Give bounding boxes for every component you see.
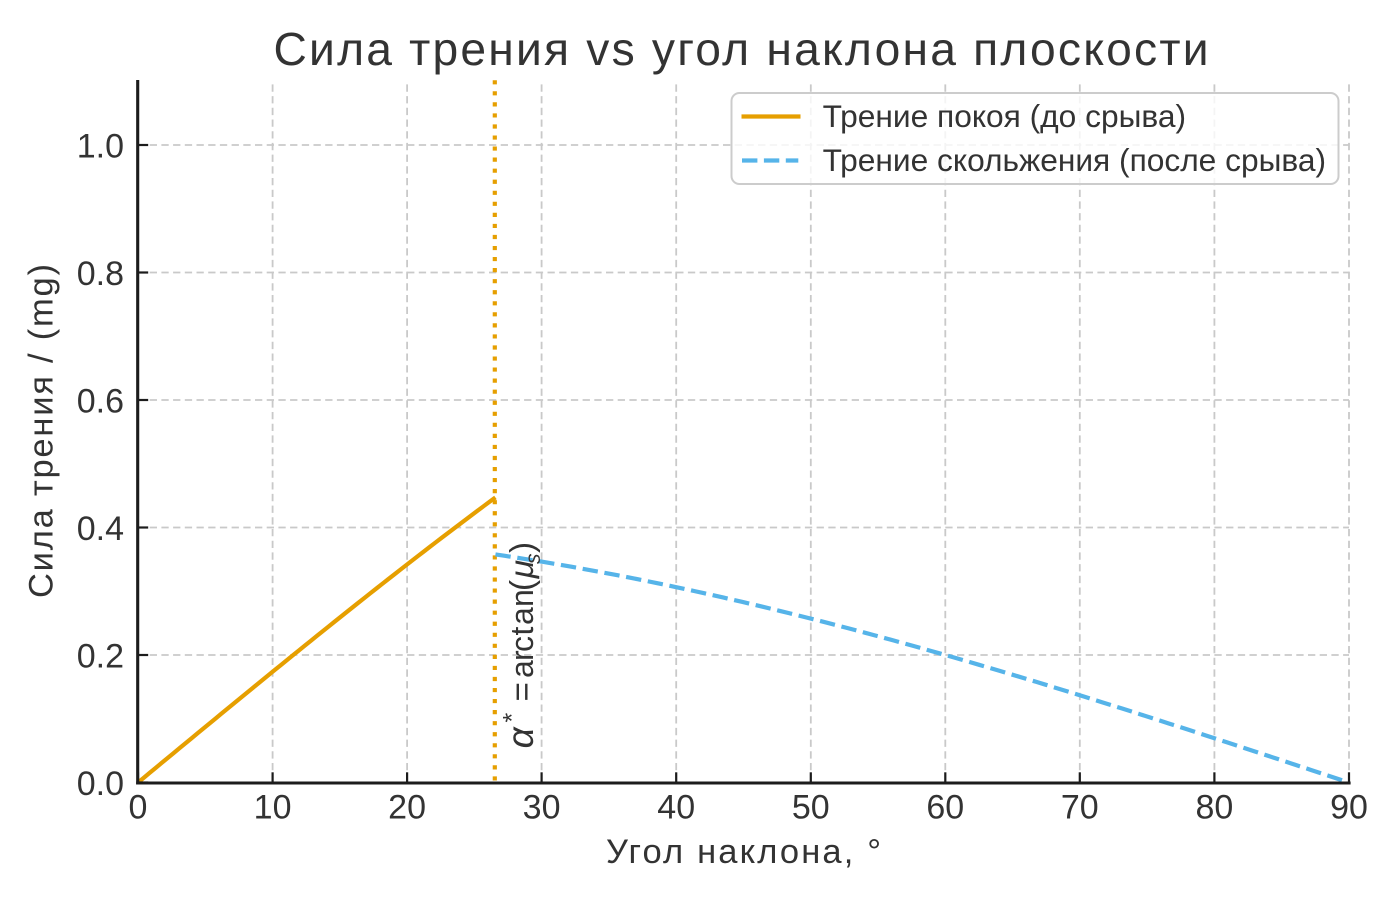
svg-text:40: 40 — [657, 789, 695, 827]
svg-text:a: a — [504, 660, 540, 678]
svg-text:0.4: 0.4 — [77, 510, 124, 548]
svg-text:90: 90 — [1330, 789, 1368, 827]
svg-text:0.0: 0.0 — [77, 765, 124, 803]
svg-text:r: r — [504, 650, 540, 661]
svg-text:Трение покоя (до срыва): Трение покоя (до срыва) — [823, 98, 1186, 134]
svg-text:0: 0 — [129, 789, 148, 827]
svg-text:1.0: 1.0 — [77, 127, 124, 165]
svg-text:a: a — [504, 607, 540, 625]
svg-text:Сила трения vs угол наклона пл: Сила трения vs угол наклона плоскости — [274, 23, 1209, 75]
svg-text:Трение скольжения (после срыва: Трение скольжения (после срыва) — [823, 142, 1326, 178]
svg-text:30: 30 — [523, 789, 561, 827]
svg-text:=: = — [504, 682, 541, 701]
svg-text:c: c — [504, 636, 540, 652]
svg-text:50: 50 — [792, 789, 830, 827]
svg-text:Угол наклона, °: Угол наклона, ° — [606, 833, 881, 871]
svg-text:0.6: 0.6 — [77, 382, 124, 420]
svg-text:s: s — [522, 553, 545, 564]
svg-text:n: n — [504, 589, 540, 607]
svg-text:60: 60 — [926, 789, 964, 827]
svg-text:10: 10 — [254, 789, 292, 827]
svg-text:μ: μ — [504, 560, 541, 579]
svg-text:80: 80 — [1195, 789, 1233, 827]
svg-text:t: t — [504, 627, 540, 636]
svg-text:α: α — [500, 726, 541, 748]
svg-text:20: 20 — [388, 789, 426, 827]
svg-text:(: ( — [504, 580, 541, 591]
svg-text:*: * — [499, 713, 527, 723]
svg-text:0.2: 0.2 — [77, 637, 124, 675]
svg-text:): ) — [504, 542, 541, 553]
svg-text:Сила трения / (mg): Сила трения / (mg) — [23, 264, 61, 598]
svg-text:0.8: 0.8 — [77, 255, 124, 293]
svg-text:70: 70 — [1061, 789, 1099, 827]
